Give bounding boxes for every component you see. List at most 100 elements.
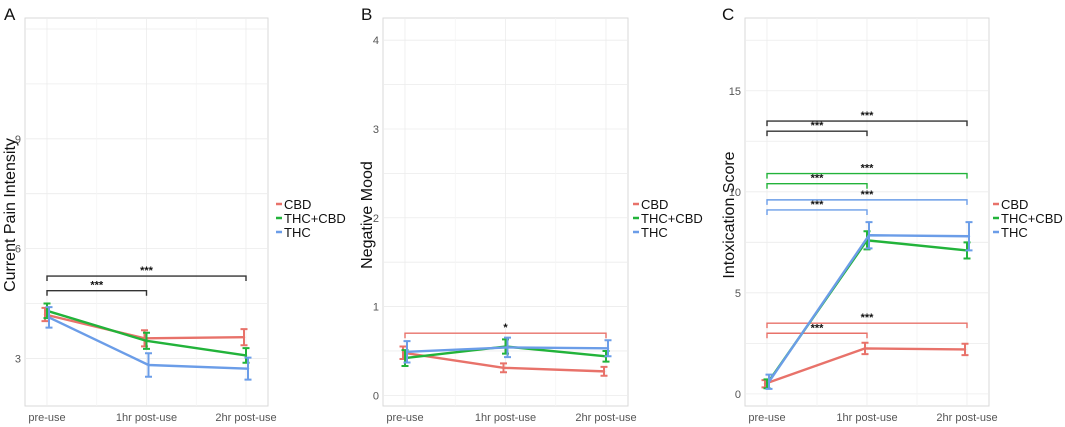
data-point bbox=[145, 339, 148, 343]
y-tick-label: 4 bbox=[373, 35, 379, 47]
significance-stars: *** bbox=[811, 199, 825, 211]
significance-bracket: *** bbox=[766, 110, 968, 127]
bracket-line bbox=[766, 130, 868, 137]
panel-letter-c: C bbox=[722, 5, 734, 24]
data-point bbox=[405, 350, 409, 354]
x-tick-label: 1hr post-use bbox=[836, 412, 897, 424]
data-point bbox=[867, 234, 871, 237]
bracket-line bbox=[766, 322, 968, 329]
data-point bbox=[967, 235, 971, 238]
y-tick-label: 9 bbox=[15, 134, 21, 146]
data-point bbox=[502, 366, 505, 370]
bracket-line bbox=[766, 172, 968, 179]
x-tick-label: 2hr post-use bbox=[575, 412, 636, 424]
significance-stars: *** bbox=[861, 189, 875, 201]
panel-b: 0 1 2 3 4 pre-use 1hr post-use 2hr post-use * CBD… bbox=[373, 17, 703, 424]
data-point bbox=[147, 363, 150, 367]
significance-bracket: *** bbox=[46, 265, 247, 282]
y-axis-title-c: Intoxication Score bbox=[721, 151, 738, 278]
significance-bracket: *** bbox=[766, 120, 868, 137]
data-point bbox=[45, 309, 49, 313]
bracket-line bbox=[766, 183, 868, 189]
data-point bbox=[244, 354, 248, 357]
x-tick-label: 1hr post-use bbox=[116, 412, 177, 424]
x-tick-label: 2hr post-use bbox=[936, 412, 997, 424]
significance-bracket: *** bbox=[766, 173, 868, 189]
significance-bracket: * bbox=[404, 322, 607, 339]
significance-bracket: *** bbox=[766, 189, 968, 205]
legend-label: THC bbox=[1001, 225, 1028, 240]
x-tick-label: 1hr post-use bbox=[475, 412, 536, 424]
series-line bbox=[768, 234, 970, 383]
y-tick-label: 1 bbox=[373, 302, 379, 314]
data-point bbox=[246, 367, 250, 370]
y-tick-label: 6 bbox=[15, 244, 21, 256]
legend-label: CBD bbox=[284, 197, 311, 212]
series-thc bbox=[45, 306, 252, 381]
data-point bbox=[765, 382, 769, 385]
panel-letter-a: A bbox=[4, 5, 16, 24]
data-point bbox=[47, 316, 51, 319]
bracket-line bbox=[46, 275, 247, 282]
significance-stars: * bbox=[503, 322, 508, 334]
series-thc bbox=[403, 336, 612, 364]
significance-stars: *** bbox=[811, 120, 825, 132]
x-tick-label: pre-use bbox=[386, 412, 423, 424]
y-tick-label: 0 bbox=[373, 390, 379, 402]
x-tick-label: pre-use bbox=[748, 412, 785, 424]
significance-bracket: *** bbox=[766, 199, 868, 215]
significance-stars: *** bbox=[90, 280, 104, 292]
significance-stars: *** bbox=[861, 110, 875, 122]
y-tick-label: 3 bbox=[373, 124, 379, 136]
data-point bbox=[242, 335, 246, 339]
significance-bracket: *** bbox=[766, 163, 968, 179]
data-point bbox=[863, 347, 867, 350]
series-cbd bbox=[761, 341, 969, 389]
legend-label: THC+CBD bbox=[284, 211, 346, 226]
data-point bbox=[767, 380, 771, 383]
y-tick-label: 15 bbox=[729, 86, 741, 98]
data-point bbox=[963, 348, 967, 351]
legend-label: CBD bbox=[1001, 197, 1028, 212]
y-tick-label: 5 bbox=[735, 288, 741, 300]
data-point bbox=[403, 356, 407, 360]
data-point bbox=[506, 346, 509, 349]
y-axis-title-a: Current Pain Intensity bbox=[2, 138, 19, 292]
bracket-line bbox=[766, 199, 968, 205]
y-axis-title-b: Negative Mood bbox=[359, 161, 376, 269]
y-tick-label: 2 bbox=[373, 213, 379, 225]
significance-stars: *** bbox=[140, 265, 154, 277]
legend-label: THC bbox=[641, 225, 668, 240]
significance-stars: *** bbox=[861, 163, 875, 175]
significance-stars: *** bbox=[811, 322, 825, 334]
significance-bracket: *** bbox=[46, 280, 148, 296]
significance-stars: *** bbox=[861, 312, 875, 324]
data-point bbox=[602, 370, 606, 373]
x-tick-label: pre-use bbox=[28, 412, 65, 424]
data-point bbox=[606, 347, 610, 350]
panel-letter-b: B bbox=[361, 5, 372, 24]
y-tick-label: 10 bbox=[729, 187, 741, 199]
significance-bracket: *** bbox=[766, 322, 868, 339]
legend-label: CBD bbox=[641, 197, 668, 212]
data-point bbox=[43, 313, 47, 316]
series-thc bbox=[765, 221, 973, 390]
data-point bbox=[401, 351, 405, 354]
legend-label: THC bbox=[284, 225, 311, 240]
bracket-line bbox=[404, 332, 607, 339]
panel-c: 0 5 10 15 pre-use 1hr post-use 2hr post-use ***… bbox=[729, 17, 1063, 424]
y-tick-label: 3 bbox=[15, 353, 21, 365]
panel-a: 3 6 9 pre-use 1hr post-use 2hr post-use *** ***… bbox=[15, 17, 346, 424]
bracket-line bbox=[766, 332, 868, 339]
series-thc-cbd bbox=[43, 302, 250, 364]
x-tick-label: 2hr post-use bbox=[215, 412, 276, 424]
legend-label: THC+CBD bbox=[641, 211, 703, 226]
bracket-line bbox=[766, 209, 868, 215]
y-tick-label: 0 bbox=[735, 389, 741, 401]
bracket-line bbox=[46, 289, 148, 296]
